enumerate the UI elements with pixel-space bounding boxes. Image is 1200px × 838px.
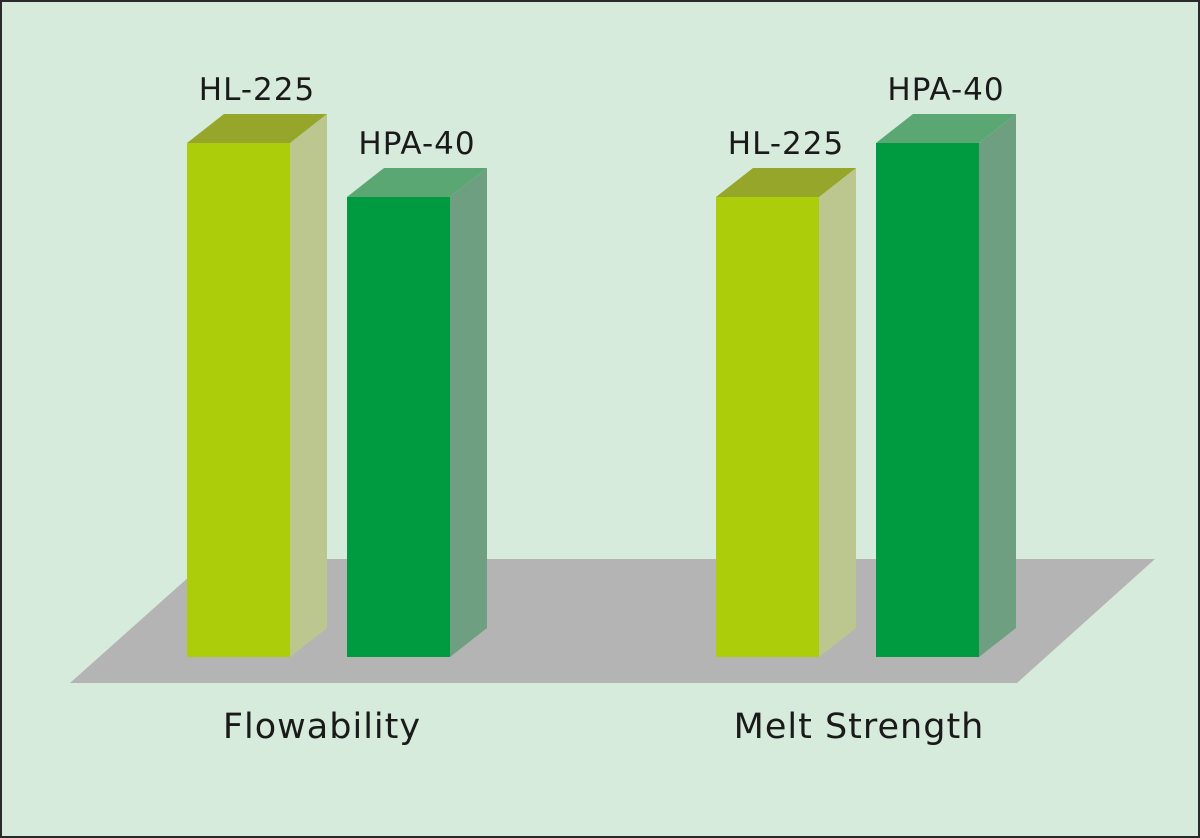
bars-group: [187, 114, 1016, 657]
bar-hpa-40-flowability: [347, 167, 487, 657]
bar-front-face: [187, 143, 290, 657]
bar-side-face: [979, 114, 1016, 657]
bar-hl-225-flowability: [187, 114, 327, 657]
bar-side-face: [290, 114, 327, 657]
bar-label-hpa-40: HPA-40: [887, 72, 1004, 108]
bar-labels-group: HL-225 HPA-40 HL-225 HPA-40: [199, 72, 1004, 162]
bar-label-hl-225: HL-225: [199, 72, 315, 108]
bar-hpa-40-melt-strength: [876, 114, 1016, 657]
bar-top-face: [716, 167, 856, 197]
bar-front-face: [716, 196, 819, 657]
bar-front-face: [876, 143, 979, 657]
category-label-flowability: Flowability: [223, 707, 421, 747]
bar-top-face: [187, 114, 327, 143]
bar-front-face: [347, 196, 450, 657]
category-label-melt-strength: Melt Strength: [734, 707, 985, 747]
bar-side-face: [819, 167, 856, 657]
bar-label-hpa-40: HPA-40: [358, 126, 475, 162]
bar-hl-225-melt-strength: [716, 167, 856, 657]
bar-label-hl-225: HL-225: [728, 126, 844, 162]
bar-top-face: [347, 167, 487, 197]
bar-side-face: [450, 167, 487, 657]
bar-top-face: [876, 114, 1016, 143]
